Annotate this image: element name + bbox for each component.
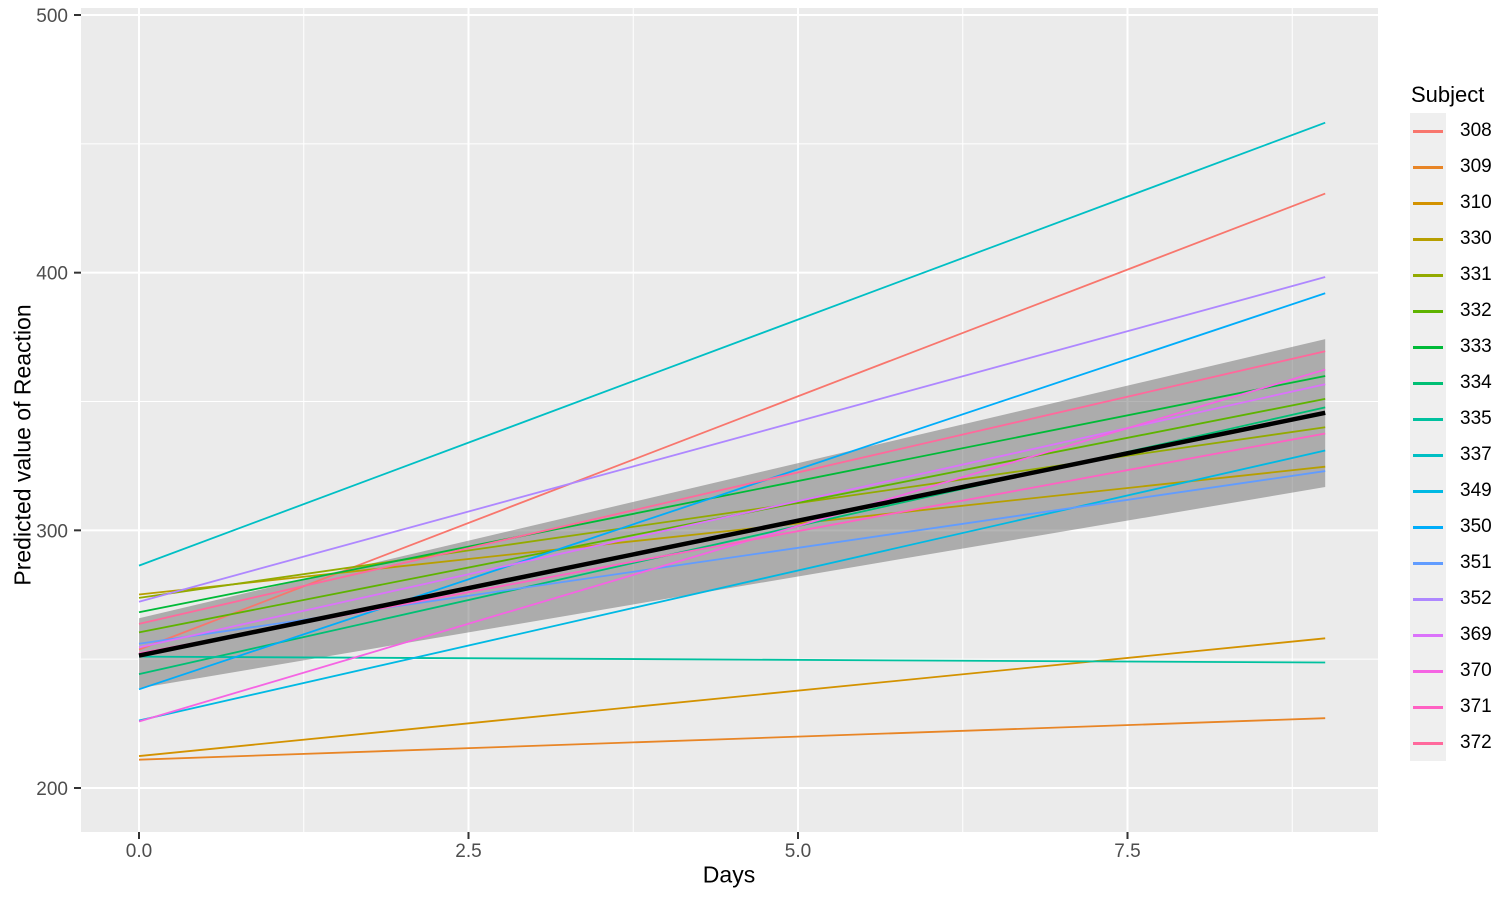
legend-label-310: 310 (1460, 192, 1492, 213)
legend-item-310: 310 (1410, 185, 1492, 221)
subject-line-337 (138, 121, 1326, 567)
legend-key-line-icon (1413, 597, 1443, 601)
legend-label-333: 333 (1460, 336, 1492, 357)
legend-label-331: 331 (1460, 264, 1492, 285)
legend-key-333 (1410, 329, 1446, 365)
legend-key-308 (1410, 113, 1446, 149)
legend-label-335: 335 (1460, 408, 1492, 429)
legend-item-330: 330 (1410, 221, 1492, 257)
legend-key-line-icon (1413, 273, 1443, 277)
legend-label-352: 352 (1460, 588, 1492, 609)
subject-line-309 (138, 717, 1326, 761)
legend-key-line-icon (1413, 669, 1443, 673)
legend-key-331 (1410, 257, 1446, 293)
legend-key-349 (1410, 473, 1446, 509)
legend-key-line-icon (1413, 561, 1443, 565)
legend-item-335: 335 (1410, 401, 1492, 437)
legend-label-332: 332 (1460, 300, 1492, 321)
legend-key-369 (1410, 617, 1446, 653)
legend-key-351 (1410, 545, 1446, 581)
subject-line-331 (138, 426, 1326, 599)
legend-key-332 (1410, 293, 1446, 329)
legend-item-369: 369 (1410, 617, 1492, 653)
legend-item-371: 371 (1410, 689, 1492, 725)
subject-line-349 (138, 449, 1326, 722)
legend-key-line-icon (1413, 201, 1443, 205)
subject-line-350 (138, 292, 1326, 691)
legend-label-371: 371 (1460, 696, 1492, 717)
legend-key-line-icon (1413, 165, 1443, 169)
subject-line-370 (138, 368, 1326, 723)
x-tick-label-0.0: 0.0 (126, 841, 152, 862)
legend-key-371 (1410, 689, 1446, 725)
legend-key-350 (1410, 509, 1446, 545)
legend-item-334: 334 (1410, 365, 1492, 401)
y-tick-label-300: 300 (36, 521, 68, 542)
legend-key-line-icon (1413, 417, 1443, 421)
legend-item-350: 350 (1410, 509, 1492, 545)
subject-line-333 (138, 375, 1326, 614)
legend-label-330: 330 (1460, 228, 1492, 249)
legend-key-310 (1410, 185, 1446, 221)
subject-line-352 (138, 276, 1326, 603)
legend-label-334: 334 (1460, 372, 1492, 393)
y-tick-label-500: 500 (36, 6, 68, 27)
legend-key-line-icon (1413, 237, 1443, 241)
legend-item-331: 331 (1410, 257, 1492, 293)
legend-key-line-icon (1413, 633, 1443, 637)
y-tick-label-200: 200 (36, 779, 68, 800)
legend-key-line-icon (1413, 453, 1443, 457)
legend-key-334 (1410, 365, 1446, 401)
y-axis-title: Predicted value of Reaction (9, 304, 36, 586)
legend-item-352: 352 (1410, 581, 1492, 617)
legend-key-330 (1410, 221, 1446, 257)
subject-line-335 (138, 655, 1326, 664)
y-tick-label-400: 400 (36, 264, 68, 285)
legend-key-line-icon (1413, 381, 1443, 385)
legend-label-372: 372 (1460, 732, 1492, 753)
legend-item-372: 372 (1410, 725, 1492, 761)
legend-key-337 (1410, 437, 1446, 473)
legend-key-309 (1410, 149, 1446, 185)
legend-label-308: 308 (1460, 120, 1492, 141)
x-tick-label-5.0: 5.0 (785, 841, 811, 862)
legend-item-308: 308 (1410, 113, 1492, 149)
legend-key-335 (1410, 401, 1446, 437)
legend-label-350: 350 (1460, 516, 1492, 537)
legend-item-351: 351 (1410, 545, 1492, 581)
legend-label-351: 351 (1460, 552, 1492, 573)
legend-label-349: 349 (1460, 480, 1492, 501)
legend-key-line-icon (1413, 705, 1443, 709)
legend-key-line-icon (1413, 741, 1443, 745)
mean-line (138, 410, 1326, 658)
legend-key-372 (1410, 725, 1446, 761)
legend-key-352 (1410, 581, 1446, 617)
legend-key-line-icon (1413, 129, 1443, 133)
x-tick-label-7.5: 7.5 (1114, 841, 1140, 862)
legend-item-332: 332 (1410, 293, 1492, 329)
legend-key-line-icon (1413, 525, 1443, 529)
legend-key-line-icon (1413, 309, 1443, 313)
legend-item-349: 349 (1410, 473, 1492, 509)
legend-title: Subject (1411, 82, 1485, 107)
legend-item-337: 337 (1410, 437, 1492, 473)
legend-label-309: 309 (1460, 156, 1492, 177)
legend-key-line-icon (1413, 489, 1443, 493)
legend-label-369: 369 (1460, 624, 1492, 645)
legend-key-370 (1410, 653, 1446, 689)
legend-label-337: 337 (1460, 444, 1492, 465)
legend-item-333: 333 (1410, 329, 1492, 365)
legend-item-370: 370 (1410, 653, 1492, 689)
subject-line-372 (138, 350, 1326, 625)
legend-items: 308 309 310 330 331 332 333 334 335 337 349 350 351 3… (1410, 113, 1492, 761)
subject-line-310 (138, 637, 1326, 757)
legend-item-309: 309 (1410, 149, 1492, 185)
x-tick-label-2.5: 2.5 (455, 841, 481, 862)
legend-label-370: 370 (1460, 660, 1492, 681)
legend: Subject 308 309 310 330 331 332 333 334 335 337 34… (1410, 82, 1492, 761)
x-axis-title: Days (702, 861, 756, 888)
legend-key-line-icon (1413, 345, 1443, 349)
